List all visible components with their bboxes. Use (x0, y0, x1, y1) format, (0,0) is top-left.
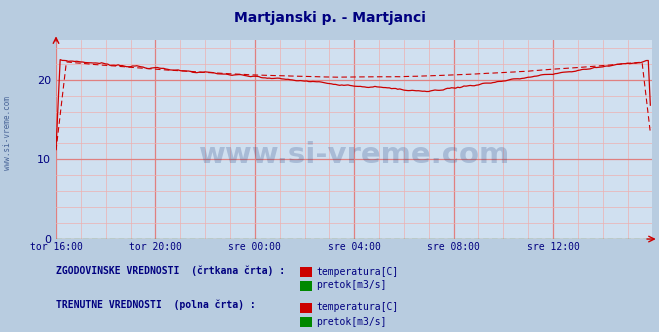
Text: temperatura[C]: temperatura[C] (316, 302, 399, 312)
Text: www.si-vreme.com: www.si-vreme.com (3, 96, 13, 170)
Text: ZGODOVINSKE VREDNOSTI  (črtkana črta) :: ZGODOVINSKE VREDNOSTI (črtkana črta) : (56, 265, 285, 276)
Text: Martjanski p. - Martjanci: Martjanski p. - Martjanci (233, 11, 426, 25)
Text: temperatura[C]: temperatura[C] (316, 267, 399, 277)
Text: www.si-vreme.com: www.si-vreme.com (198, 141, 510, 169)
Text: pretok[m3/s]: pretok[m3/s] (316, 317, 387, 327)
Text: TRENUTNE VREDNOSTI  (polna črta) :: TRENUTNE VREDNOSTI (polna črta) : (56, 299, 256, 310)
Text: pretok[m3/s]: pretok[m3/s] (316, 280, 387, 290)
